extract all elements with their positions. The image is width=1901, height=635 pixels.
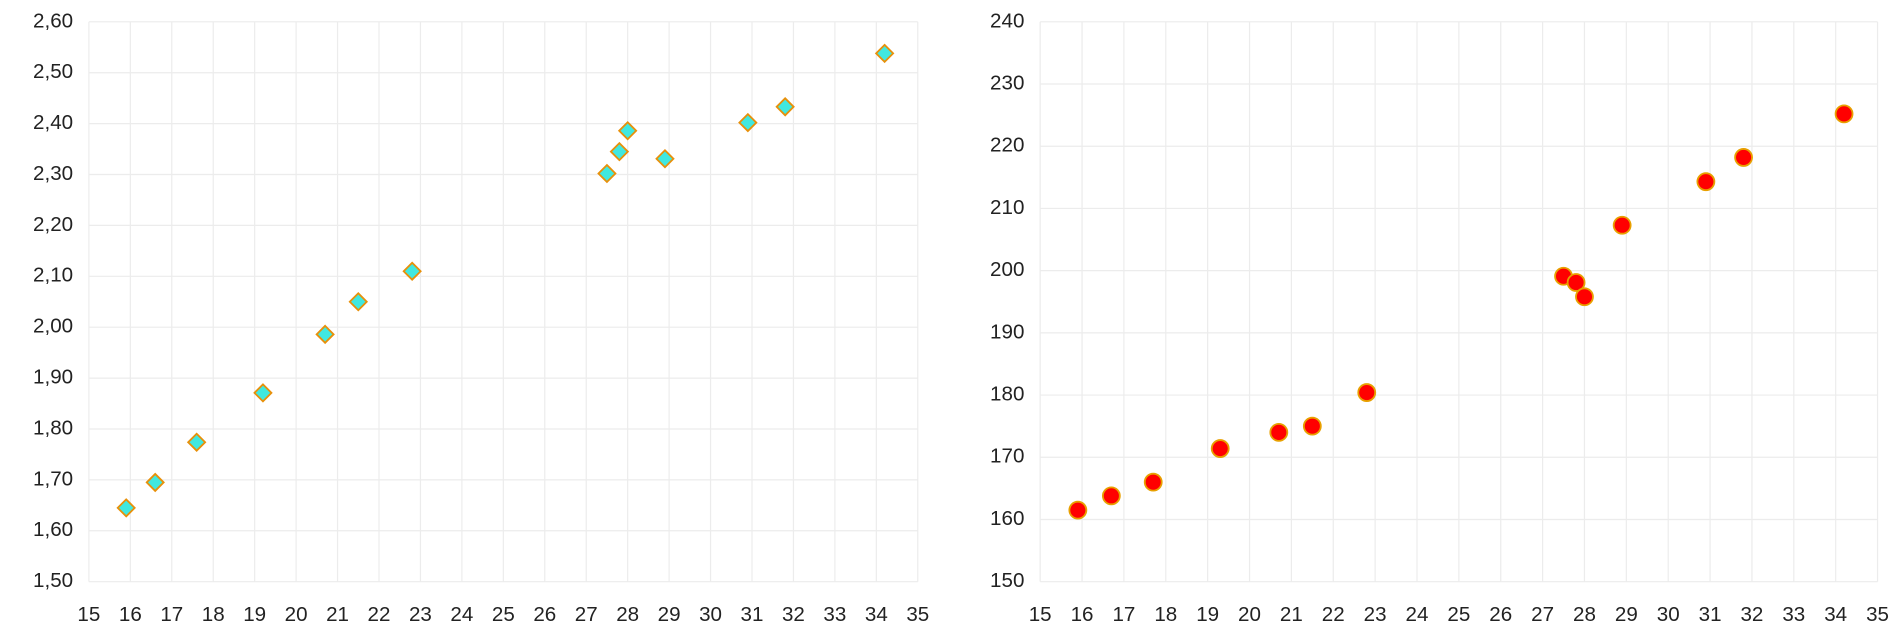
point xyxy=(739,114,756,131)
x-tick-label: 26 xyxy=(1489,603,1512,626)
point xyxy=(619,122,636,139)
y-tick-label: 2,40 xyxy=(33,111,73,134)
point xyxy=(254,384,271,401)
x-tick-label: 23 xyxy=(1364,603,1387,626)
y-tick-label: 220 xyxy=(990,134,1024,157)
point xyxy=(404,263,421,280)
x-tick-label: 33 xyxy=(823,603,846,626)
y-tick-label: 180 xyxy=(990,382,1024,405)
x-tick-label: 19 xyxy=(1196,603,1219,626)
x-tick-label: 34 xyxy=(1824,603,1847,626)
x-tick-label: 28 xyxy=(616,603,639,626)
x-tick-label: 28 xyxy=(1573,603,1596,626)
x-tick-label: 24 xyxy=(1406,603,1429,626)
x-tick-label: 21 xyxy=(1280,603,1303,626)
point xyxy=(350,293,367,310)
point xyxy=(611,143,628,160)
y-tick-label: 1,60 xyxy=(33,518,73,541)
y-tick-label: 170 xyxy=(990,445,1024,468)
y-tick-label: 1,80 xyxy=(33,416,73,439)
x-tick-label: 19 xyxy=(243,603,266,626)
x-tick-label: 32 xyxy=(782,603,805,626)
point xyxy=(118,499,135,516)
x-tick-label: 22 xyxy=(368,603,391,626)
point xyxy=(1836,105,1853,122)
y-tick-label: 2,50 xyxy=(33,60,73,83)
x-tick-label: 25 xyxy=(492,603,515,626)
x-tick-label: 15 xyxy=(1029,603,1052,626)
y-tick-label: 190 xyxy=(990,320,1024,343)
point xyxy=(876,45,893,62)
x-tick-label: 30 xyxy=(1657,603,1680,626)
x-tick-label: 26 xyxy=(533,603,556,626)
x-tick-label: 24 xyxy=(450,603,473,626)
point xyxy=(188,434,205,451)
y-tick-label: 2,20 xyxy=(33,213,73,236)
x-tick-label: 21 xyxy=(326,603,349,626)
point xyxy=(777,98,794,115)
y-tick-label: 200 xyxy=(990,258,1024,281)
point xyxy=(598,165,615,182)
x-tick-label: 17 xyxy=(1112,603,1135,626)
x-tick-label: 15 xyxy=(77,603,100,626)
x-tick-label: 31 xyxy=(741,603,764,626)
point xyxy=(317,326,334,343)
x-tick-label: 17 xyxy=(160,603,183,626)
x-tick-label: 31 xyxy=(1699,603,1722,626)
point xyxy=(1358,384,1375,401)
point xyxy=(1270,424,1287,441)
x-tick-label: 29 xyxy=(658,603,681,626)
x-tick-label: 16 xyxy=(119,603,142,626)
point xyxy=(1145,474,1162,491)
x-tick-label: 20 xyxy=(1238,603,1261,626)
x-tick-label: 29 xyxy=(1615,603,1638,626)
x-tick-label: 27 xyxy=(1531,603,1554,626)
y-tick-label: 150 xyxy=(990,569,1024,592)
x-tick-label: 32 xyxy=(1740,603,1763,626)
x-tick-label: 33 xyxy=(1782,603,1805,626)
point xyxy=(147,474,164,491)
page: {"chart_data": [ {"type": "scatter", "ma… xyxy=(0,0,1901,635)
y-tick-label: 160 xyxy=(990,507,1024,530)
y-tick-label: 2,60 xyxy=(33,9,73,32)
y-tick-label: 230 xyxy=(990,71,1024,94)
x-tick-label: 25 xyxy=(1447,603,1470,626)
x-tick-label: 35 xyxy=(906,603,929,626)
point xyxy=(1576,288,1593,305)
x-tick-label: 18 xyxy=(202,603,225,626)
y-tick-label: 2,30 xyxy=(33,162,73,185)
x-tick-label: 16 xyxy=(1071,603,1094,626)
point xyxy=(1697,173,1714,190)
y-tick-label: 1,90 xyxy=(33,366,73,389)
x-tick-label: 20 xyxy=(285,603,308,626)
point xyxy=(1212,440,1229,457)
y-tick-label: 2,00 xyxy=(33,315,73,338)
x-tick-label: 18 xyxy=(1154,603,1177,626)
x-tick-label: 27 xyxy=(575,603,598,626)
y-tick-label: 1,70 xyxy=(33,467,73,490)
point xyxy=(1735,149,1752,166)
charts: 1,50 1,60 1,70 1,80 1,90 2,00 2,10 2,20 2,30 2,40… xyxy=(0,0,1901,635)
point xyxy=(656,150,673,167)
y-tick-label: 2,10 xyxy=(33,264,73,287)
point xyxy=(1614,217,1631,234)
point xyxy=(1069,502,1086,519)
x-tick-label: 23 xyxy=(409,603,432,626)
point xyxy=(1304,418,1321,435)
y-tick-label: 210 xyxy=(990,196,1024,219)
point xyxy=(1103,487,1120,504)
x-tick-label: 22 xyxy=(1322,603,1345,626)
y-tick-label: 1,50 xyxy=(33,569,73,592)
y-tick-label: 240 xyxy=(990,9,1024,32)
x-tick-label: 30 xyxy=(699,603,722,626)
x-tick-label: 34 xyxy=(865,603,888,626)
x-tick-label: 35 xyxy=(1866,603,1889,626)
